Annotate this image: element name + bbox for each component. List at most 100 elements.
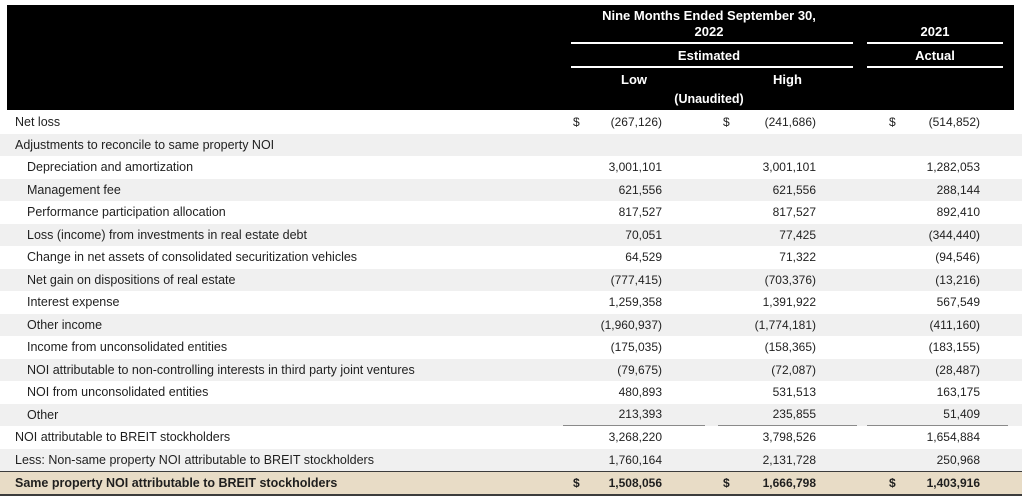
value-low: 621,556 (563, 179, 705, 202)
value-low (563, 134, 705, 157)
value-high: 3,001,101 (718, 156, 857, 179)
value-low: 817,527 (563, 201, 705, 224)
row-label: Management fee (27, 182, 121, 197)
value-text: 817,527 (618, 205, 662, 220)
value-text: (158,365) (764, 340, 816, 355)
value-high: 621,556 (718, 179, 857, 202)
value-actual: 288,144 (867, 179, 1008, 202)
value-high: 817,527 (718, 201, 857, 224)
value-actual: (28,487) (867, 359, 1008, 382)
dollar-sign: $ (573, 476, 580, 490)
value-text: 3,268,220 (608, 430, 662, 445)
value-low: 3,001,101 (563, 156, 705, 179)
unaudited-note: (Unaudited) (674, 92, 744, 106)
value-high: 71,322 (718, 246, 857, 269)
value-text: 621,556 (772, 182, 816, 197)
value-text: (344,440) (928, 227, 980, 242)
table-row: Change in net assets of consolidated sec… (0, 246, 1022, 269)
period-2022-line2: 2022 (694, 24, 724, 39)
value-actual: 51,409 (867, 404, 1008, 426)
value-text: (411,160) (929, 317, 980, 332)
value-low: 1,259,358 (563, 291, 705, 314)
row-label: Change in net assets of consolidated sec… (27, 250, 358, 265)
estimated-label: Estimated (677, 48, 741, 63)
value-high: 531,513 (718, 381, 857, 404)
value-text: (28,487) (935, 362, 980, 377)
value-text: (183,155) (928, 340, 980, 355)
value-low: 70,051 (563, 224, 705, 247)
value-text: (1,774,181) (754, 317, 816, 332)
value-text: 1,654,884 (926, 430, 980, 445)
value-text: 213,393 (618, 407, 662, 422)
value-text: 250,968 (936, 452, 980, 467)
value-text: 621,556 (618, 182, 662, 197)
value-actual: $ (514,852) (867, 111, 1008, 134)
value-high: 3,798,526 (718, 426, 857, 449)
dollar-sign: $ (573, 115, 580, 130)
value-low: (1,960,937) (563, 314, 705, 337)
table-row: Net loss $ (267,126) $ (241,686) $ (514,852) (0, 111, 1022, 134)
table-row: Net gain on dispositions of real estate (… (0, 268, 1022, 292)
value-text: 71,322 (779, 250, 816, 265)
value-text: (514,852) (928, 115, 980, 130)
value-low: 213,393 (563, 404, 705, 426)
value-text: (175,035) (610, 340, 662, 355)
value-text: 288,144 (936, 182, 980, 197)
value-text: 2,131,728 (762, 452, 816, 467)
column-group-2022-title: Nine Months Ended September 30, 2022 (565, 8, 853, 40)
value-text: 480,893 (618, 385, 662, 400)
value-text: 1,760,164 (608, 452, 662, 467)
value-high: $ (241,686) (718, 111, 857, 134)
table-row: Performance participation allocation 817,… (0, 201, 1022, 224)
value-low: $1,508,056 (563, 472, 705, 494)
value-text: 64,529 (625, 250, 662, 265)
table-row: Depreciation and amortization 3,001,101 3,… (0, 156, 1022, 179)
value-text: 1,508,056 (608, 476, 662, 490)
value-text: 51,409 (943, 407, 980, 422)
row-label: Loss (income) from investments in real e… (27, 227, 307, 242)
table-row: Interest expense 1,259,358 1,391,922 567,54… (0, 291, 1022, 314)
value-text: 817,527 (772, 205, 816, 220)
value-actual: (94,546) (867, 246, 1008, 269)
table-row: NOI from unconsolidated entities 480,893 5… (0, 381, 1022, 404)
value-text: 3,798,526 (762, 430, 816, 445)
table-body: Net loss $ (267,126) $ (241,686) $ (514,852) Ad… (0, 111, 1022, 496)
row-label: NOI attributable to BREIT stockholders (15, 430, 231, 445)
value-actual: 250,968 (867, 449, 1008, 472)
row-label: Net loss (15, 115, 61, 130)
value-low: (79,675) (563, 359, 705, 382)
value-high: 1,391,922 (718, 291, 857, 314)
table-row: Adjustments to reconcile to same propert… (0, 133, 1022, 157)
value-actual: (13,216) (867, 269, 1008, 292)
value-low: $ (267,126) (563, 111, 705, 134)
row-label: NOI attributable to non-controlling inte… (27, 362, 415, 377)
value-text: 163,175 (936, 385, 980, 400)
table-row: Income from unconsolidated entities (175,… (0, 336, 1022, 359)
value-high: 235,855 (718, 404, 857, 426)
row-label: Income from unconsolidated entities (27, 340, 228, 355)
actual-label: Actual (915, 48, 955, 63)
column-header-low: Low (621, 72, 647, 87)
value-text: 3,001,101 (608, 160, 662, 175)
table-row: NOI attributable to non-controlling inte… (0, 358, 1022, 382)
value-low: 3,268,220 (563, 426, 705, 449)
value-actual: (183,155) (867, 336, 1008, 359)
value-text: (94,546) (935, 250, 980, 265)
table-row: Less: Non-same property NOI attributable… (0, 448, 1022, 472)
column-group-2021-title: 2021 (920, 24, 950, 39)
table-header: Nine Months Ended September 30, 2022 202… (7, 5, 1014, 110)
value-actual: 1,654,884 (867, 426, 1008, 449)
value-high: (72,087) (718, 359, 857, 382)
table-row: Same property NOI attributable to BREIT … (0, 471, 1022, 496)
row-label: Adjustments to reconcile to same propert… (15, 137, 275, 152)
value-low: 480,893 (563, 381, 705, 404)
dollar-sign: $ (889, 476, 896, 490)
value-text: (72,087) (771, 362, 816, 377)
value-text: 567,549 (936, 295, 980, 310)
value-text: (703,376) (764, 272, 816, 287)
value-low: 1,760,164 (563, 449, 705, 472)
value-text: 235,855 (772, 407, 816, 422)
value-low: 64,529 (563, 246, 705, 269)
value-high: 77,425 (718, 224, 857, 247)
table-row: Loss (income) from investments in real e… (0, 223, 1022, 247)
